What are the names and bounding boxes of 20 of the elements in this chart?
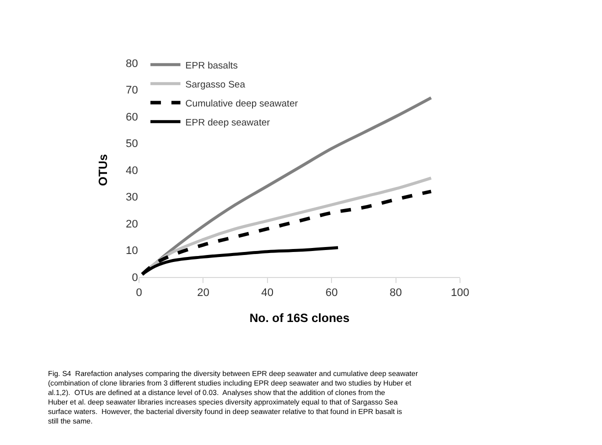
y-tick-label: 40: [126, 164, 138, 177]
y-axis-title: OTUs: [96, 154, 110, 186]
legend-label: EPR deep seawater: [185, 117, 270, 128]
x-tick-label: 20: [197, 287, 210, 300]
y-tick-label: 70: [126, 84, 138, 97]
y-tick-label: 10: [126, 245, 138, 258]
x-tick-label: 80: [390, 287, 402, 300]
x-axis-title: No. of 16S clones: [249, 311, 350, 326]
y-tick-label: 60: [126, 111, 138, 124]
legend-label: EPR basalts: [185, 60, 238, 72]
legend-label: Sargasso Sea: [185, 79, 246, 90]
y-tick-label: 50: [126, 138, 138, 150]
y-tick-label: 30: [126, 192, 138, 204]
x-tick-label: 100: [450, 287, 470, 300]
legend-label: Cumulative deep seawater: [185, 98, 298, 110]
y-tick-label: 20: [126, 218, 138, 230]
x-tick-label: 40: [261, 287, 274, 300]
x-tick-label: 60: [325, 287, 338, 300]
y-tick-label: 80: [126, 58, 138, 70]
y-tick-label: 0: [132, 272, 138, 284]
